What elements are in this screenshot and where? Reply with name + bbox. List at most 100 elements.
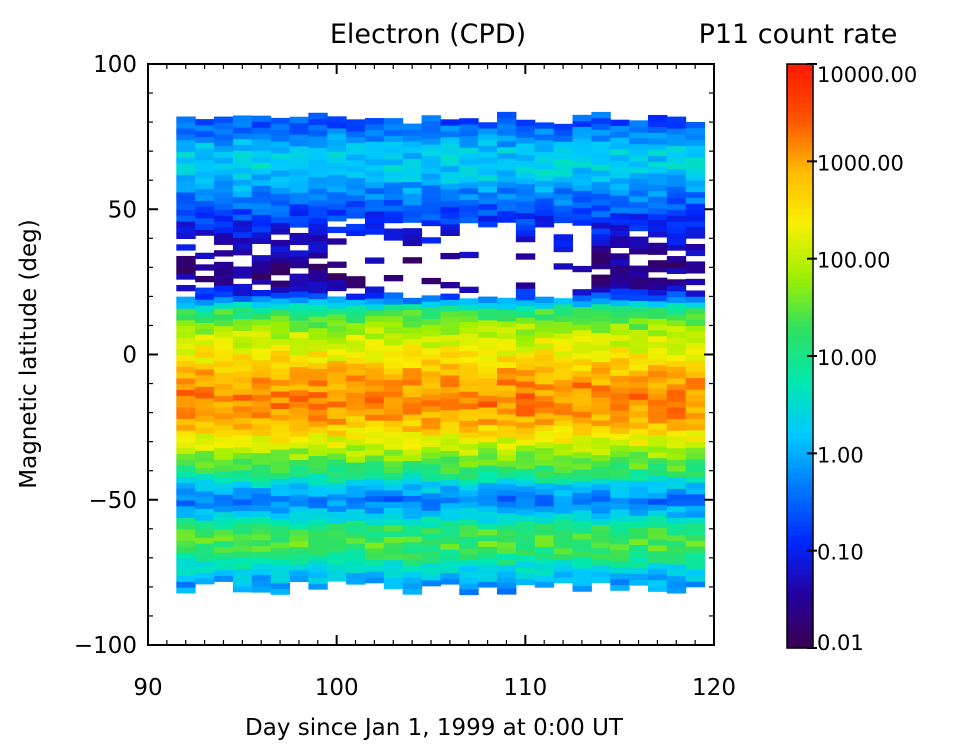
- heatmap-cell: [572, 207, 592, 215]
- heatmap-cell: [647, 138, 668, 145]
- heatmap-cell: [383, 489, 404, 497]
- heatmap-cell: [497, 367, 517, 374]
- heatmap-cell: [629, 387, 649, 394]
- heatmap-cell: [270, 443, 290, 450]
- heatmap-cell: [591, 228, 611, 235]
- heatmap-cell: [289, 535, 309, 542]
- heatmap-cell: [478, 209, 498, 216]
- heatmap-cell: [497, 338, 517, 345]
- heatmap-cell: [497, 541, 517, 549]
- heatmap-cell: [232, 498, 253, 506]
- heatmap-cell: [647, 289, 668, 296]
- heatmap-cell: [214, 360, 234, 367]
- heatmap-cell: [176, 255, 196, 263]
- heatmap-cell: [534, 563, 555, 571]
- heatmap-cell: [421, 487, 441, 494]
- heatmap-cell: [251, 138, 272, 146]
- heatmap-cell: [478, 186, 498, 193]
- heatmap-cell: [421, 277, 441, 285]
- heatmap-cell: [421, 190, 441, 198]
- heatmap-cell: [176, 546, 196, 553]
- heatmap-cell: [327, 209, 347, 216]
- heatmap-cell: [232, 434, 253, 442]
- heatmap-cell: [440, 578, 460, 585]
- heatmap-cell: [647, 242, 668, 250]
- heatmap-cell: [459, 472, 479, 479]
- heatmap-cell: [515, 369, 536, 376]
- heatmap-cell: [440, 427, 460, 434]
- heatmap-cell: [176, 366, 196, 373]
- heatmap-cell: [685, 203, 706, 210]
- heatmap-cell: [610, 415, 630, 423]
- heatmap-cell: [459, 205, 479, 212]
- heatmap-cell: [421, 405, 441, 413]
- heatmap-cell: [685, 191, 706, 198]
- heatmap-cell: [176, 587, 196, 594]
- colorbar-segment: [787, 302, 813, 308]
- heatmap-cell: [346, 450, 366, 457]
- heatmap-cell: [572, 376, 592, 383]
- heatmap-cell: [515, 137, 536, 144]
- heatmap-cell: [553, 391, 573, 398]
- heatmap-cell: [214, 395, 234, 402]
- heatmap-cell: [685, 476, 706, 483]
- heatmap-cell: [214, 145, 234, 152]
- heatmap-cell: [195, 124, 215, 132]
- heatmap-cell: [402, 170, 423, 177]
- heatmap-cell: [308, 269, 328, 276]
- heatmap-cell: [176, 529, 196, 536]
- heatmap-cell: [251, 388, 272, 396]
- heatmap-cell: [478, 476, 498, 483]
- heatmap-cell: [214, 465, 234, 472]
- heatmap-cell: [478, 517, 498, 524]
- heatmap-cell: [251, 133, 272, 140]
- heatmap-cell: [421, 434, 441, 442]
- heatmap-cell: [289, 506, 309, 513]
- colorbar-segment: [787, 107, 813, 114]
- heatmap-cell: [515, 206, 536, 214]
- heatmap-cell: [421, 550, 441, 558]
- heatmap-cell: [327, 122, 347, 129]
- heatmap-cell: [440, 119, 460, 126]
- heatmap-cell: [629, 352, 649, 360]
- heatmap-cell: [251, 121, 272, 128]
- heatmap-cell: [346, 560, 366, 568]
- heatmap-cell: [402, 443, 423, 450]
- heatmap-cell: [629, 480, 649, 487]
- heatmap-cell: [497, 187, 517, 194]
- heatmap-cell: [553, 338, 573, 346]
- heatmap-cell: [497, 501, 517, 508]
- heatmap-cell: [515, 125, 536, 132]
- heatmap-cell: [591, 489, 611, 496]
- heatmap-cell: [478, 459, 498, 466]
- heatmap-cell: [289, 430, 309, 437]
- heatmap-cell: [666, 447, 687, 455]
- heatmap-cell: [176, 203, 196, 210]
- heatmap-cell: [515, 543, 536, 551]
- heatmap-cell: [610, 485, 630, 493]
- heatmap-cell: [685, 232, 706, 239]
- heatmap-cell: [308, 199, 328, 207]
- heatmap-cell: [553, 211, 573, 218]
- colorbar-segment: [787, 360, 813, 367]
- heatmap-cell: [364, 396, 385, 404]
- heatmap-cell: [685, 493, 706, 501]
- heatmap-cell: [440, 154, 460, 161]
- heatmap-cell: [346, 555, 366, 562]
- heatmap-cell: [346, 374, 366, 382]
- heatmap-cell: [553, 518, 573, 526]
- heatmap-cell: [176, 453, 196, 460]
- heatmap-cell: [232, 452, 253, 459]
- colorbar-segment: [787, 575, 813, 581]
- heatmap-cell: [629, 497, 649, 505]
- heatmap-cell: [610, 462, 630, 469]
- heatmap-cell: [459, 466, 479, 474]
- heatmap-cell: [270, 495, 290, 502]
- heatmap-cell: [289, 546, 309, 553]
- heatmap-cell: [515, 538, 536, 545]
- heatmap-cell: [515, 253, 536, 260]
- chart-title-left: Electron (CPD): [330, 19, 526, 50]
- colorbar-segment: [787, 180, 813, 187]
- heatmap-cell: [327, 354, 347, 361]
- colorbar-tick-label: 0.10: [817, 541, 864, 565]
